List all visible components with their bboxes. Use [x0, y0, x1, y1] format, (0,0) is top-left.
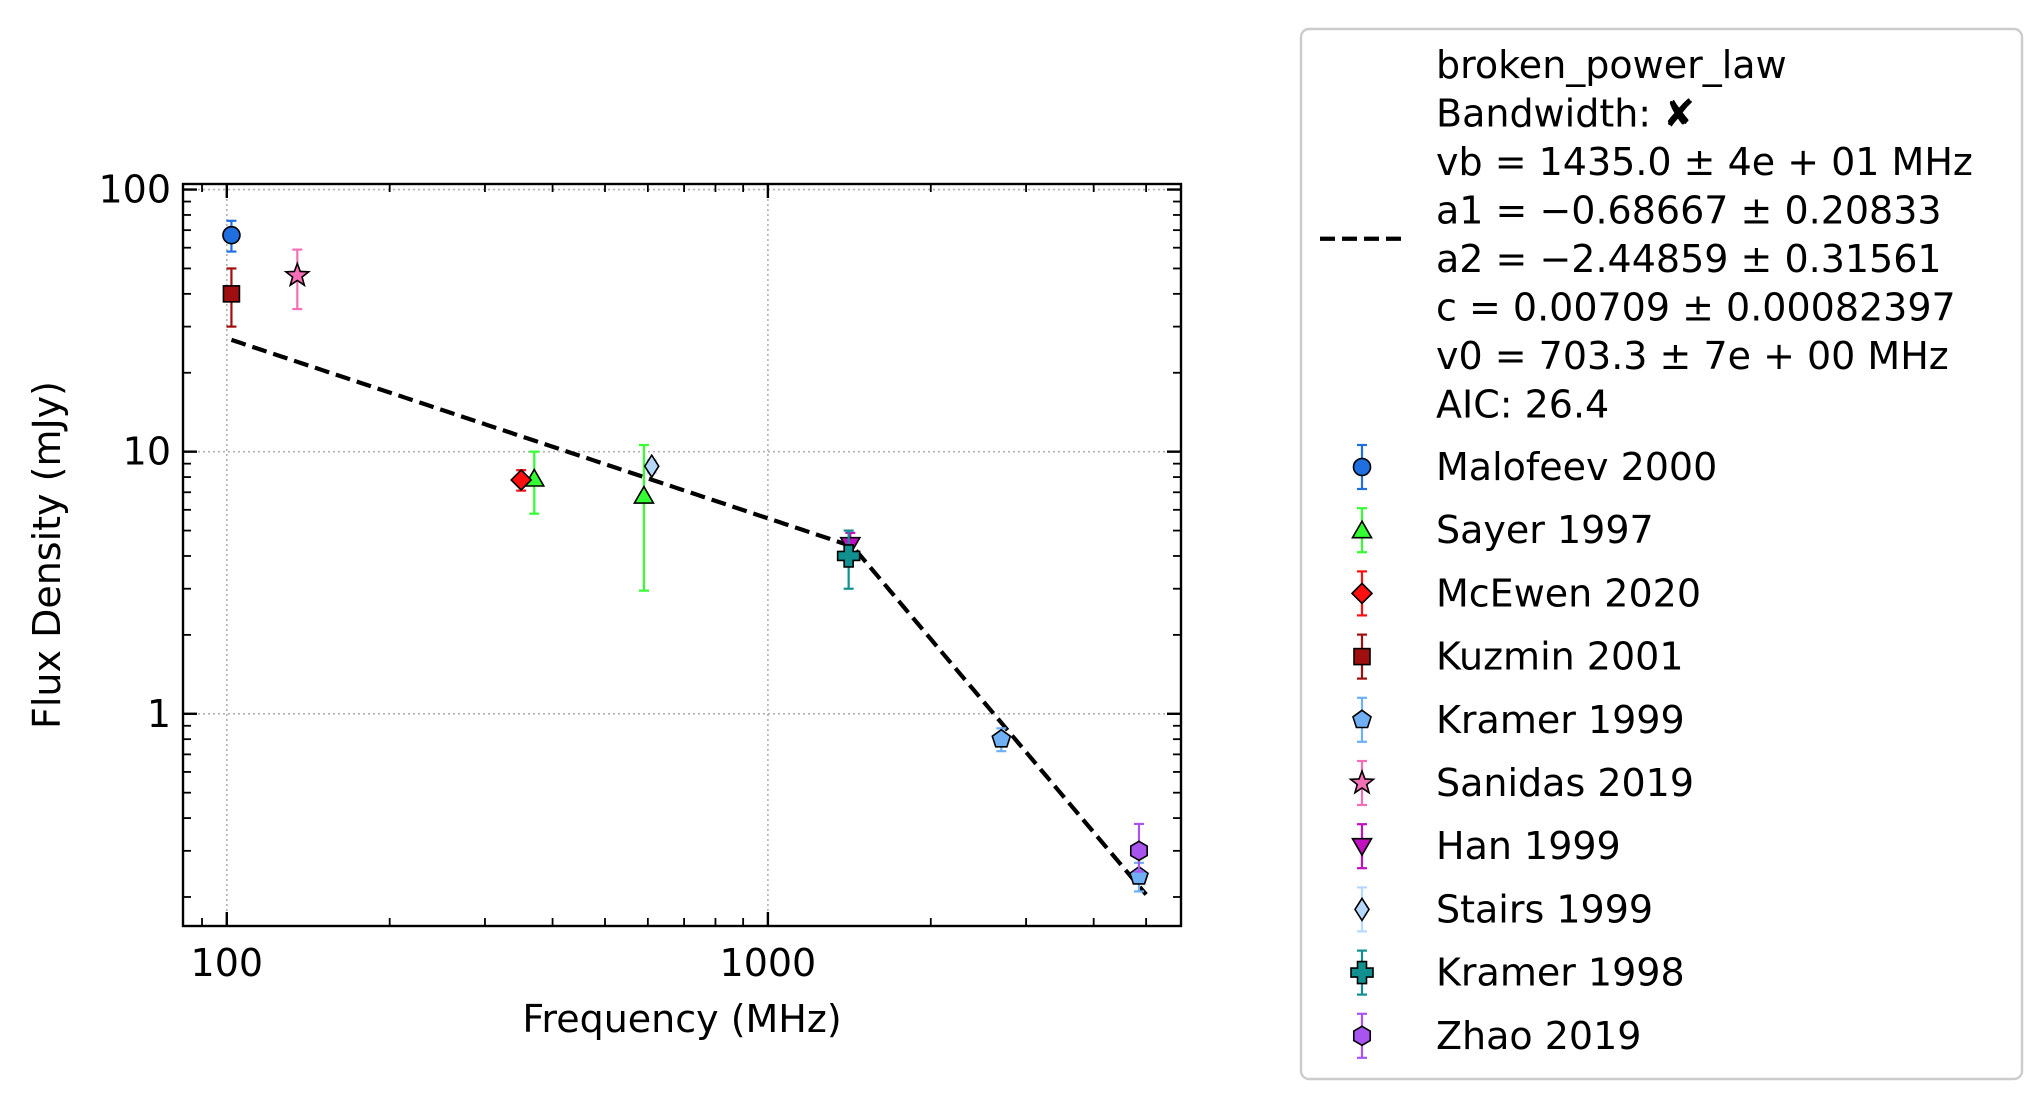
legend-fit-text-line: c = 0.00709 ± 0.00082397 — [1436, 286, 1956, 330]
plot-frame — [181, 182, 1183, 928]
y-axis-label: Flux Density (mJy) — [25, 381, 69, 729]
legend-entry: Stairs 1999 — [1354, 886, 1653, 933]
legend: broken_power_law Bandwidth: ✘vb = 1435.0 … — [1299, 27, 2024, 1081]
series-kuzmin-2001 — [222, 267, 241, 328]
legend-marker — [1354, 896, 1370, 922]
legend-fit-text-line: broken_power_law — [1436, 43, 1787, 87]
legend-label: Zhao 2019 — [1436, 1014, 1641, 1058]
legend-marker — [1350, 960, 1374, 985]
legend-fit-text-line: AIC: 26.4 — [1436, 383, 1609, 427]
legend-marker — [1350, 582, 1374, 605]
data-point — [643, 453, 660, 479]
legend-label: Stairs 1999 — [1436, 887, 1653, 931]
y-tick-label: 1 — [147, 692, 171, 736]
data-point — [836, 544, 861, 568]
legend-entry: Kramer 1999 — [1352, 696, 1685, 743]
data-point — [632, 484, 655, 504]
legend-fit-text-line: a2 = −2.44859 ± 0.31561 — [1436, 237, 1942, 281]
legend-entry: Sayer 1997 — [1351, 507, 1654, 554]
legend-entry: McEwen 2020 — [1350, 570, 1701, 617]
data-series-layer — [222, 219, 1149, 893]
legend-label: Sanidas 2019 — [1436, 761, 1694, 805]
legend-label: Sayer 1997 — [1436, 508, 1654, 552]
legend-label: Han 1999 — [1436, 824, 1621, 868]
legend-entry: Kuzmin 2001 — [1353, 633, 1684, 680]
legend-entry: Kramer 1998 — [1350, 949, 1685, 996]
legend-entry: Sanidas 2019 — [1348, 759, 1694, 807]
data-point — [222, 285, 241, 303]
legend-marker — [1351, 837, 1373, 857]
legend-entry: Malofeev 2000 — [1352, 443, 1717, 491]
data-point — [510, 468, 533, 492]
legend-fit-text-line: v0 = 703.3 ± 7e + 00 MHz — [1436, 334, 1949, 378]
legend-label: McEwen 2020 — [1436, 571, 1701, 615]
y-tick-label: 10 — [123, 430, 171, 474]
legend-frame — [1299, 27, 2024, 1081]
legend-marker — [1351, 519, 1373, 539]
series-malofeev-2000 — [222, 219, 241, 253]
x-axis-label: Frequency (MHz) — [522, 997, 841, 1041]
legend-entry: Zhao 2019 — [1352, 1012, 1641, 1059]
legend-label: Kramer 1998 — [1436, 951, 1685, 995]
y-tick-label: 100 — [98, 168, 171, 212]
legend-marker — [1352, 709, 1372, 729]
series-sanidas-2019 — [283, 248, 311, 311]
data-point — [991, 728, 1012, 748]
fit-line-layer — [230, 337, 1148, 896]
legend-marker — [1352, 1025, 1372, 1047]
legend-label: Kramer 1999 — [1436, 698, 1685, 742]
x-tick-label: 100 — [191, 941, 264, 985]
series-mcewen-2020 — [510, 468, 533, 492]
data-point — [1129, 840, 1148, 862]
legend-marker — [1353, 647, 1371, 666]
series-kramer-1998 — [836, 529, 861, 590]
fit-line — [230, 337, 1148, 896]
series-zhao-2019 — [1129, 822, 1148, 873]
series-stairs-1999 — [643, 453, 660, 479]
grid — [183, 184, 1181, 926]
legend-label: Malofeev 2000 — [1436, 445, 1717, 489]
data-point — [222, 225, 241, 245]
legend-marker — [1348, 768, 1376, 795]
data-point — [283, 261, 311, 288]
legend-label: Kuzmin 2001 — [1436, 635, 1684, 679]
legend-marker — [1352, 457, 1372, 477]
legend-fit-text-line: a1 = −0.68667 ± 0.20833 — [1436, 189, 1942, 233]
legend-entry: Han 1999 — [1351, 823, 1621, 870]
x-tick-label: 1000 — [720, 941, 817, 985]
legend-fit-text-line: Bandwidth: ✘ — [1436, 92, 1695, 136]
axis-ticks: 100 1000 1 10 100 — [98, 168, 1181, 985]
legend-fit-text-line: vb = 1435.0 ± 4e + 01 MHz — [1436, 140, 1973, 184]
legend-items: broken_power_law Bandwidth: ✘vb = 1435.0 … — [1320, 43, 1973, 1059]
